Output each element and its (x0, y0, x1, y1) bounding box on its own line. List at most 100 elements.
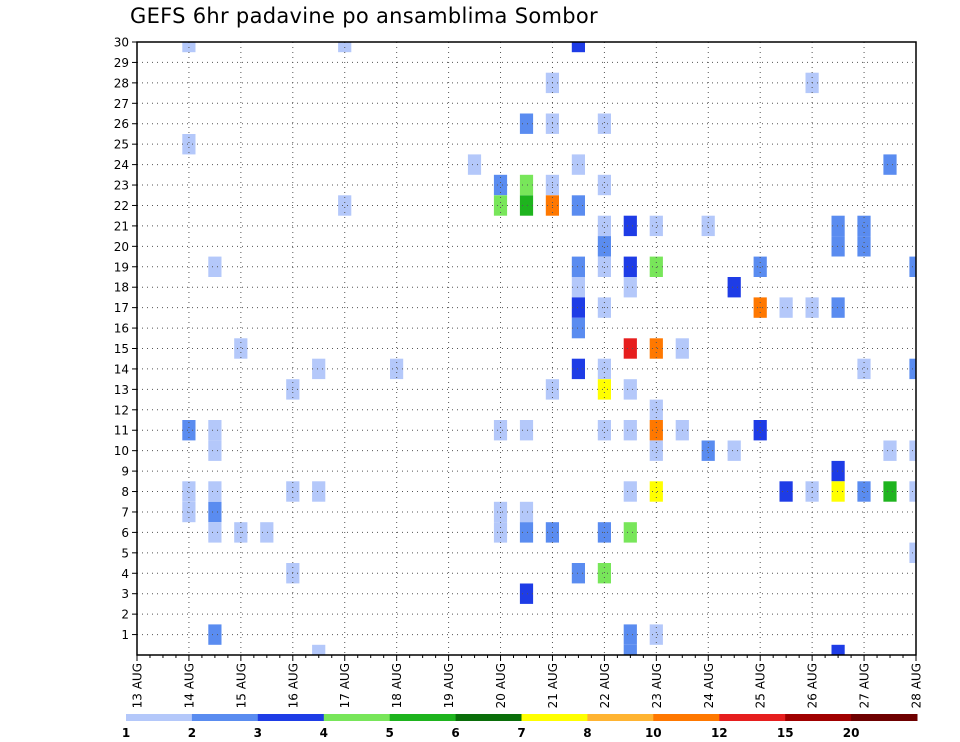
precip-cell (597, 563, 611, 584)
colorbar-label: 1 (122, 726, 130, 740)
grid-lines (137, 42, 916, 655)
precip-cell (857, 481, 871, 502)
precip-cell (831, 644, 845, 655)
precip-cell (338, 195, 352, 216)
x-tick-label: 13 AUG (131, 663, 145, 708)
precip-cell (831, 481, 845, 502)
colorbar-swatch (257, 714, 325, 721)
y-tick-label: 26 (114, 117, 129, 131)
colorbar-label: 12 (711, 726, 728, 740)
precip-cell (571, 256, 585, 277)
y-tick-label: 30 (114, 36, 129, 50)
y-tick-label: 23 (114, 179, 129, 193)
colorbar-label: 20 (843, 726, 860, 740)
precip-cell (831, 236, 845, 257)
precip-cell (260, 522, 274, 543)
precip-cell (597, 256, 611, 277)
colorbar-label: 4 (320, 726, 328, 740)
x-tick-label: 21 AUG (546, 663, 560, 708)
precip-cell (701, 440, 715, 461)
precip-cell (208, 420, 222, 441)
x-tick-label: 25 AUG (754, 663, 768, 708)
precip-cell (597, 113, 611, 134)
precip-cell (883, 154, 897, 175)
precip-cell (597, 236, 611, 257)
precip-cell (701, 215, 715, 237)
colorbar-swatch (587, 714, 654, 721)
precip-cell (519, 174, 534, 196)
colorbar-swatch (521, 714, 588, 721)
y-tick-label: 10 (114, 444, 129, 458)
precip-cell (753, 420, 767, 441)
precip-cell (493, 420, 508, 441)
x-tick-label: 15 AUG (234, 663, 248, 708)
precip-cell (597, 379, 611, 400)
precip-cell (571, 563, 585, 584)
y-tick-label: 25 (114, 138, 129, 152)
precip-cell (493, 174, 508, 196)
y-tick-label: 14 (114, 362, 129, 376)
y-tick-label: 20 (114, 240, 129, 254)
precip-cell (883, 481, 897, 502)
precip-cell (623, 624, 637, 645)
y-tick-label: 13 (114, 383, 129, 397)
y-tick-label: 6 (121, 526, 129, 540)
y-tick-label: 21 (114, 219, 129, 233)
precip-cell (182, 481, 196, 502)
y-tick-label: 7 (121, 505, 129, 519)
colorbar-swatch (323, 714, 391, 721)
precip-cell (234, 338, 248, 359)
precip-cell (623, 256, 637, 277)
precip-cell (831, 460, 845, 482)
y-tick-label: 17 (114, 301, 129, 315)
precip-cell (623, 644, 637, 655)
precip-cell (208, 440, 222, 461)
precip-cell (312, 644, 326, 655)
colorbar-swatch (126, 714, 193, 721)
y-tick-label: 9 (121, 465, 129, 479)
precip-cell (857, 358, 871, 380)
x-tick-label: 20 AUG (494, 663, 508, 708)
y-tick-label: 5 (121, 546, 129, 560)
colorbar-label: 7 (517, 726, 525, 740)
colorbar-label: 10 (645, 726, 662, 740)
y-tick-label: 18 (114, 281, 129, 295)
precip-cell (519, 501, 534, 523)
precip-cell (649, 624, 663, 645)
precip-cell (571, 195, 585, 216)
precip-cell (597, 420, 611, 441)
y-tick-label: 1 (121, 628, 129, 642)
precip-cell (623, 338, 637, 359)
precip-cell (727, 440, 741, 461)
y-tick-label: 28 (114, 76, 129, 90)
colorbar-swatch (455, 714, 522, 721)
precip-cell (597, 215, 611, 237)
x-tick-label: 26 AUG (806, 663, 820, 708)
precip-cell (649, 256, 663, 277)
precip-cell (519, 195, 534, 216)
precip-cell (649, 440, 663, 461)
precip-cell (571, 297, 585, 318)
precip-cell (623, 522, 637, 543)
x-tick-label: 28 AUG (910, 663, 924, 708)
y-tick-label: 2 (121, 608, 129, 622)
x-tick-label: 27 AUG (858, 663, 872, 708)
x-tick-label: 17 AUG (338, 663, 352, 708)
precip-cell (208, 481, 222, 502)
y-tick-label: 27 (114, 97, 129, 111)
precip-cell (857, 236, 871, 257)
precip-cell (831, 297, 845, 318)
precip-cell (649, 481, 663, 502)
colorbar-swatch (785, 714, 852, 721)
x-axis: 13 AUG 14 AUG 15 AUG 16 AUG 17 AUG 18 AUG 19 A… (131, 655, 924, 708)
precip-cell (623, 420, 637, 441)
y-tick-label: 8 (121, 485, 129, 499)
colorbar: 1 2 3 4 5 6 7 8 10 12 15 20 (122, 714, 918, 740)
precip-cell (208, 624, 222, 645)
colorbar-label: 15 (777, 726, 794, 740)
y-tick-label: 12 (114, 403, 129, 417)
colorbar-label: 8 (583, 726, 591, 740)
colorbar-swatch (719, 714, 786, 721)
x-tick-label: 24 AUG (702, 663, 716, 708)
